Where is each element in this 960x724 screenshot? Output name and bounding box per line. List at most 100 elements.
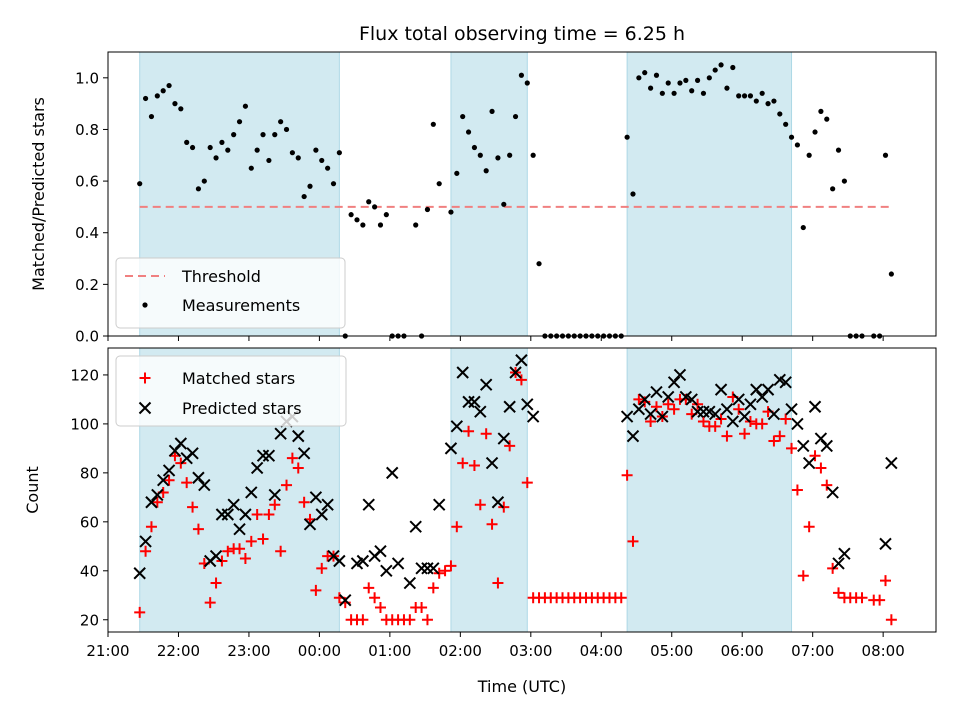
matched-star-point [140, 545, 152, 557]
measurement-point [383, 212, 389, 218]
y-tick-label: 0.4 [75, 224, 99, 242]
measurement-point [272, 132, 278, 138]
measurement-point [377, 222, 384, 228]
measurement-point [372, 204, 378, 210]
matched-star-point [134, 606, 146, 618]
measurement-point [512, 113, 519, 120]
measurement-point [830, 186, 836, 192]
predicted-star-point [456, 366, 469, 379]
measurement-point [430, 121, 436, 127]
measurement-point [201, 178, 207, 184]
top-panel: 0.0 0.2 0.4 0.6 0.8 1.0 Matched/Predicted sta… [29, 51, 937, 346]
measurement-point [454, 170, 460, 176]
measurement-point [753, 98, 759, 104]
y-tick-label: 120 [70, 366, 99, 384]
predicted-star-point [139, 535, 152, 548]
matched-star-point [780, 413, 792, 425]
matched-star-point [357, 614, 369, 626]
measurement-point [336, 150, 342, 156]
predicted-star-point [409, 520, 422, 533]
predicted-star-point [374, 544, 387, 558]
predicted-star-point [791, 417, 804, 431]
predicted-star-point [620, 410, 634, 423]
measurement-point [495, 155, 501, 161]
matched-star-point [275, 545, 287, 557]
predicted-star-point [303, 518, 317, 531]
predicted-star-point [292, 429, 305, 443]
predicted-star-point [198, 478, 211, 492]
matched-star-point [650, 401, 662, 413]
x-tick-label: 00:00 [298, 642, 341, 660]
measurement-point [736, 93, 742, 99]
x-tick-label: 01:00 [368, 642, 411, 660]
predicted-star-point [732, 393, 745, 406]
predicted-star-point [779, 376, 792, 389]
matched-star-point [791, 484, 803, 496]
measurement-point [741, 93, 748, 99]
predicted-star-point [820, 439, 833, 453]
measurement-point [507, 152, 513, 158]
measurement-point [882, 152, 889, 158]
matched-star-point [821, 479, 833, 491]
measurement-point [225, 147, 231, 153]
measurement-point [189, 144, 196, 151]
x-tick-label: 02:00 [439, 642, 482, 660]
matched-star-point [721, 430, 733, 442]
predicted-star-point [697, 405, 710, 418]
matched-star-point [486, 518, 498, 530]
predicted-star-point [474, 405, 487, 418]
measurement-point [718, 62, 724, 68]
matched-star-point [363, 582, 375, 594]
measurement-point [178, 106, 184, 112]
legend-matched-marker [139, 372, 151, 384]
measurement-point [283, 126, 290, 133]
measurement-point [231, 132, 237, 138]
predicted-star-point [808, 400, 822, 413]
predicted-star-point [708, 407, 722, 421]
matched-star-point [310, 584, 322, 596]
matched-star-point [145, 521, 157, 533]
measurement-point [330, 181, 337, 187]
measurement-point [148, 113, 155, 120]
predicted-star-point [297, 447, 311, 460]
predicted-star-point [720, 402, 734, 416]
measurement-point [301, 193, 307, 200]
matched-star-point [204, 597, 216, 609]
predicted-star-point [250, 461, 264, 475]
predicted-star-point [233, 522, 246, 536]
measurement-point [195, 186, 202, 192]
matched-star-point [210, 577, 222, 589]
measurement-point [319, 157, 325, 164]
predicted-star-point [268, 488, 281, 502]
measurement-point [706, 75, 712, 81]
matched-star-point [463, 425, 475, 437]
matched-star-point [856, 592, 868, 604]
predicted-star-point [362, 498, 375, 511]
measurement-point [213, 155, 219, 161]
measurement-point [642, 70, 648, 76]
measurement-point [448, 209, 454, 215]
x-tick-label: 04:00 [580, 642, 623, 660]
predicted-star-point [832, 557, 845, 570]
matched-star-point [809, 450, 821, 462]
predicted-star-point [162, 464, 176, 477]
predicted-star-point [415, 562, 428, 575]
measurement-point [788, 134, 795, 140]
matched-star-point [768, 435, 780, 447]
predicted-star-point [497, 432, 511, 445]
y-tick-label: 20 [80, 611, 99, 629]
predicted-star-point [427, 562, 440, 575]
predicted-star-point [245, 486, 258, 499]
measurement-point [689, 88, 695, 94]
matched-star-point [404, 614, 416, 626]
matched-star-point [879, 575, 891, 587]
measurement-point [800, 224, 806, 231]
predicted-stars-points [133, 354, 898, 607]
x-tick-label: 07:00 [791, 642, 834, 660]
legend-threshold-label: Threshold [181, 267, 261, 286]
predicted-star-point [767, 407, 781, 421]
measurement-point [636, 75, 642, 81]
predicted-star-point [462, 395, 475, 409]
matched-star-point [492, 577, 504, 589]
